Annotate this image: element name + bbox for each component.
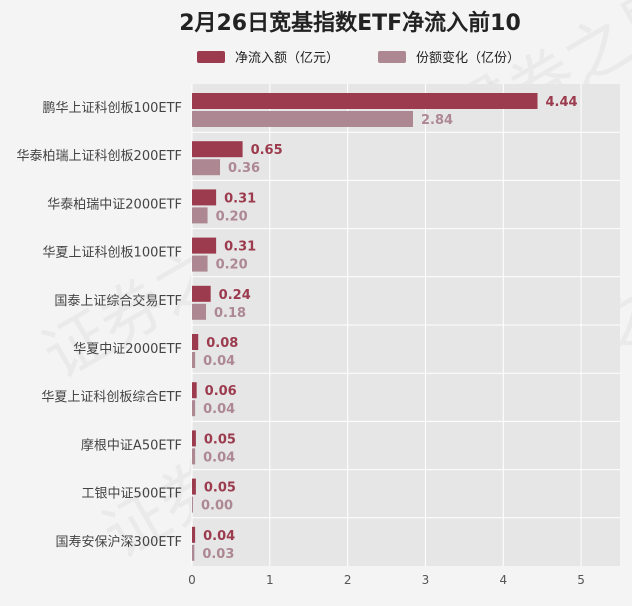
x-tick-label: 3 [422, 573, 430, 587]
value-label-share-change: 2.84 [421, 113, 453, 128]
x-tick-label: 4 [499, 573, 507, 587]
bar-net-inflow [192, 141, 243, 158]
x-tick-label: 0 [188, 573, 196, 587]
value-label-net-inflow: 0.24 [219, 288, 251, 303]
bar-net-inflow [192, 430, 196, 447]
value-label-share-change: 0.20 [216, 209, 248, 224]
legend-swatch-net-inflow [197, 51, 225, 63]
bar-net-inflow [192, 93, 538, 109]
value-label-share-change: 0.00 [201, 499, 233, 514]
category-label: 鹏华上证科创板100ETF [43, 101, 182, 116]
chart-title: 2月26日宽基指数ETF净流入前10 [179, 10, 521, 36]
value-label-net-inflow: 0.04 [203, 529, 235, 544]
bar-share-change [192, 303, 207, 320]
value-label-share-change: 0.04 [203, 402, 235, 417]
bar-share-change [192, 159, 221, 176]
value-label-net-inflow: 4.44 [546, 95, 578, 110]
value-label-net-inflow: 0.31 [224, 240, 256, 255]
bars-layer: 4.44 2.84 0.65 0.36 0.31 0.20 0.31 0.20 0.24 0.18… [192, 93, 578, 562]
x-tick-label: 2 [344, 573, 352, 587]
category-labels: 鹏华上证科创板100ETF 华泰柏瑞上证科创板200ETF 华泰柏瑞中证2000ET… [17, 101, 182, 550]
legend-swatch-share-change [378, 51, 406, 63]
value-label-net-inflow: 0.08 [206, 336, 238, 351]
category-label: 华泰柏瑞中证2000ETF [47, 197, 182, 212]
bar-share-change [192, 352, 196, 368]
value-label-net-inflow: 0.65 [251, 143, 283, 158]
category-label: 华夏上证科创板综合ETF [41, 390, 182, 405]
category-label: 工银中证500ETF [82, 487, 182, 502]
x-axis-ticks: 0 1 2 3 4 5 [188, 573, 585, 587]
x-tick-label: 5 [577, 573, 585, 587]
bar-net-inflow [192, 237, 217, 254]
bar-share-change [192, 400, 196, 417]
category-label: 华泰柏瑞上证科创板200ETF [17, 149, 182, 164]
x-tick-label: 1 [266, 573, 274, 587]
legend: 净流入额（亿元） 份额变化（亿份） [197, 50, 520, 66]
value-label-net-inflow: 0.05 [204, 481, 236, 496]
category-label: 国泰上证综合交易ETF [54, 293, 182, 309]
bar-net-inflow [192, 189, 217, 206]
value-label-net-inflow: 0.31 [224, 191, 256, 206]
bar-share-change [192, 448, 196, 465]
category-label: 摩根中证A50ETF [81, 437, 182, 453]
bar-share-change [192, 207, 208, 224]
legend-label-net-inflow: 净流入额（亿元） [235, 51, 339, 66]
legend-label-share-change: 份额变化（亿份） [416, 50, 520, 66]
bar-share-change [192, 544, 195, 561]
bar-net-inflow [192, 334, 199, 350]
category-label: 华夏上证科创板100ETF [43, 246, 182, 261]
value-label-net-inflow: 0.06 [205, 384, 237, 399]
bar-share-change [192, 111, 414, 127]
category-label: 华夏中证2000ETF [73, 342, 182, 357]
value-label-share-change: 0.20 [216, 258, 248, 273]
value-label-net-inflow: 0.05 [204, 432, 236, 447]
bar-share-change [192, 255, 208, 272]
value-label-share-change: 0.04 [203, 354, 235, 369]
bar-share-change [192, 496, 193, 513]
bar-net-inflow [192, 478, 196, 495]
value-label-share-change: 0.04 [203, 450, 235, 465]
bar-net-inflow [192, 526, 196, 543]
bar-net-inflow [192, 382, 197, 399]
value-label-share-change: 0.36 [228, 161, 260, 176]
bar-net-inflow [192, 285, 211, 302]
category-label: 国寿安保沪深300ETF [56, 534, 182, 550]
value-label-share-change: 0.18 [214, 306, 246, 321]
value-label-share-change: 0.03 [202, 547, 234, 562]
